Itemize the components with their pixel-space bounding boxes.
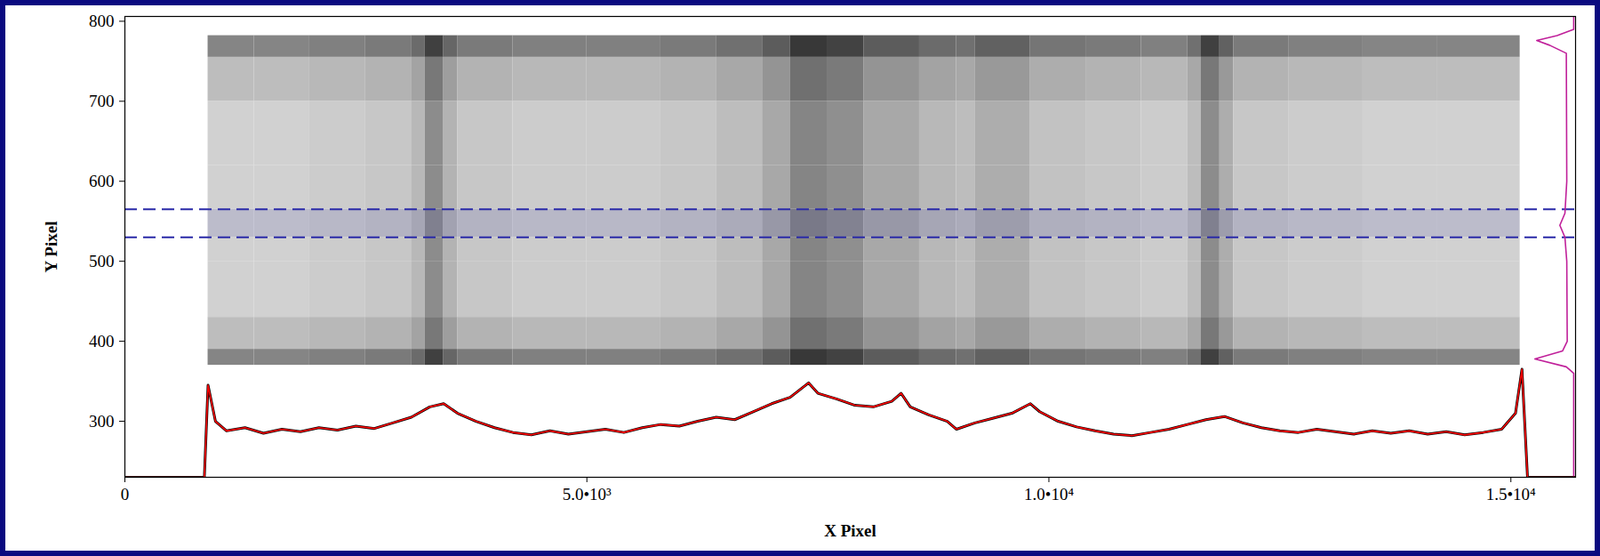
svg-text:Y Pixel: Y Pixel	[41, 221, 61, 273]
svg-text:1.0•10⁴: 1.0•10⁴	[1024, 484, 1074, 504]
svg-text:800: 800	[88, 11, 115, 31]
svg-text:X Pixel: X Pixel	[824, 520, 877, 540]
svg-text:700: 700	[88, 91, 115, 111]
svg-text:600: 600	[88, 171, 115, 191]
svg-text:500: 500	[88, 251, 115, 271]
svg-text:400: 400	[88, 331, 115, 351]
svg-text:0: 0	[120, 484, 130, 504]
svg-text:1.5•10⁴: 1.5•10⁴	[1486, 484, 1536, 504]
svg-text:5.0•10³: 5.0•10³	[562, 484, 612, 504]
svg-text:300: 300	[88, 411, 115, 431]
